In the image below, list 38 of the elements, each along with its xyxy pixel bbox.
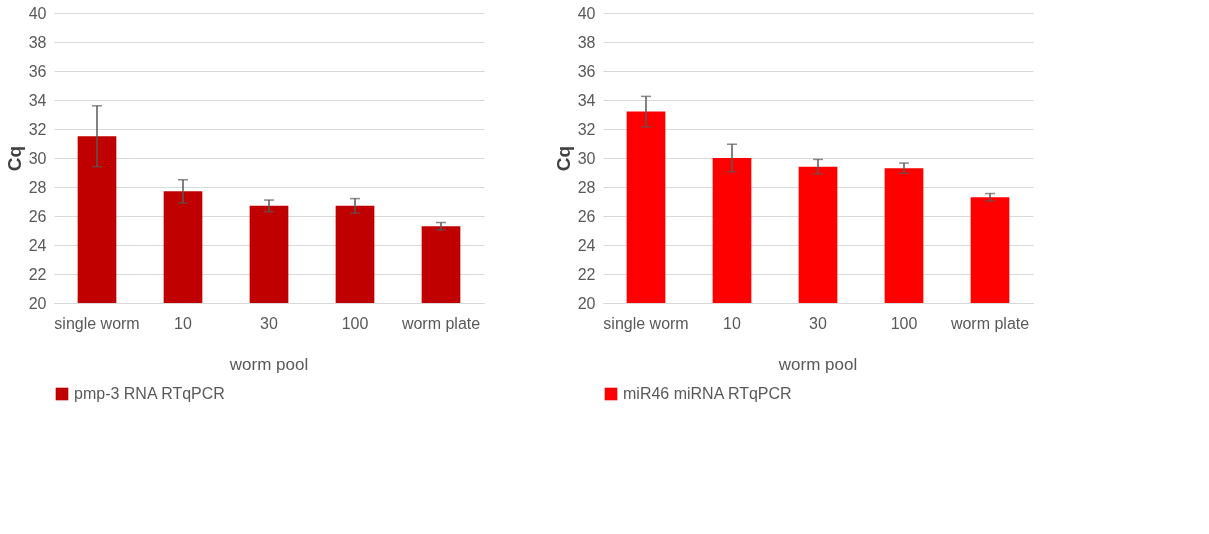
x-tick-label: 10 [174, 314, 192, 332]
y-axis-title: Cq [552, 145, 574, 172]
y-tick-label: 24 [577, 236, 596, 254]
x-tick-label: single worm [54, 314, 140, 332]
y-tick-label: 22 [28, 265, 47, 283]
x-tick-label: 30 [809, 314, 827, 332]
text: worm pool [228, 355, 309, 374]
y-tick-label: 22 [577, 265, 596, 283]
y-tick-label: 34 [577, 91, 596, 109]
y-tick-label: 32 [28, 120, 47, 138]
x-tick-label: single worm [603, 314, 689, 332]
x-tick-label: 100 [341, 314, 369, 332]
y-tick-label: 26 [577, 207, 596, 225]
y-tick-label: 36 [28, 62, 47, 80]
text: worm pool [777, 355, 858, 374]
x-tick-label: 100 [890, 314, 918, 332]
y-tick-label: 20 [28, 294, 47, 312]
y-tick-label: 32 [577, 120, 596, 138]
y-tick-label: 40 [577, 4, 596, 22]
y-tick-label: 24 [28, 236, 47, 254]
y-tick-label: 38 [28, 33, 47, 51]
y-tick-label: 40 [28, 4, 47, 22]
y-tick-label: 34 [28, 91, 47, 109]
y-tick-label: 28 [28, 178, 47, 196]
y-tick-label: 28 [577, 178, 596, 196]
y-axis-title: Cq [3, 145, 25, 172]
x-tick-label: 30 [260, 314, 278, 332]
y-tick-label: 38 [577, 33, 596, 51]
x-tick-label: 10 [723, 314, 741, 332]
y-tick-label: 30 [28, 149, 47, 167]
x-tick-label: worm plate [400, 314, 481, 332]
y-tick-label: 26 [28, 207, 47, 225]
legend-label: pmp-3 RNA RTqPCR [74, 385, 225, 402]
y-tick-label: 36 [577, 62, 596, 80]
y-tick-label: 30 [577, 149, 596, 167]
x-tick-label: worm plate [949, 314, 1030, 332]
y-tick-label: 20 [577, 294, 596, 312]
legend-label: miR46 miRNA RTqPCR [623, 385, 792, 402]
